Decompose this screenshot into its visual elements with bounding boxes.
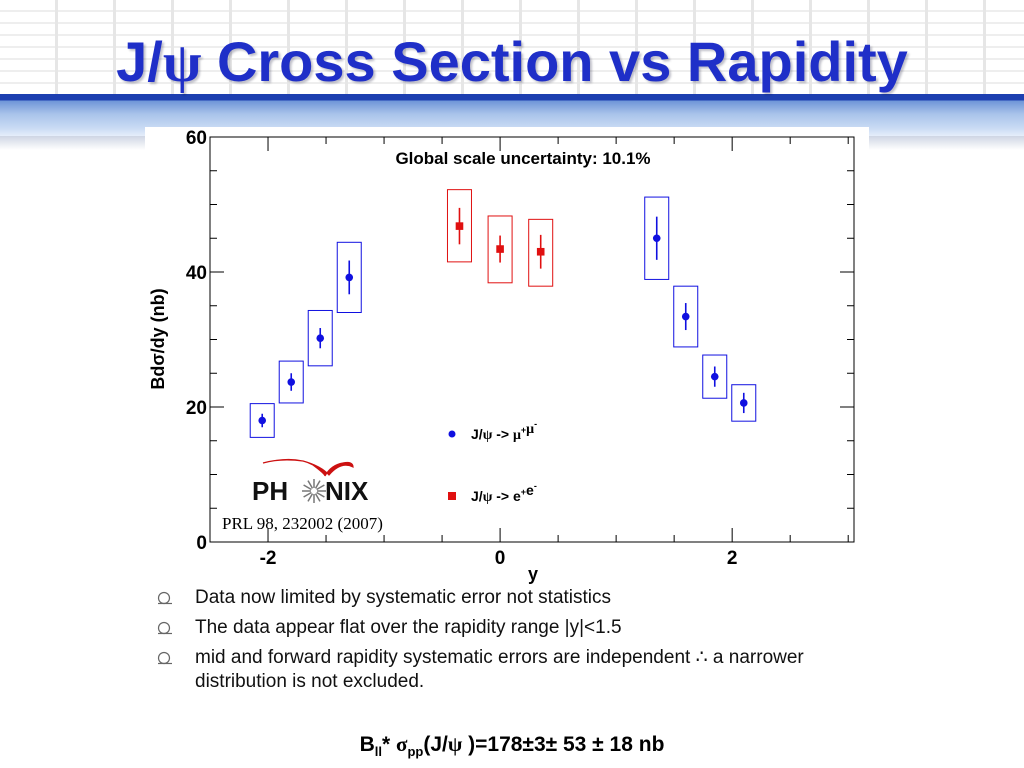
title-psi-symbol: ψ	[162, 32, 202, 94]
systematic-error-box	[487, 215, 513, 284]
legend-label-part: e	[513, 488, 521, 504]
phenix-star-ray	[303, 484, 312, 491]
bullet-item-1: Data now limited by systematic error not…	[155, 586, 855, 610]
data-point-muon	[258, 416, 267, 425]
legend-label-part: J/	[471, 488, 483, 504]
x-tick-label: 0	[495, 548, 506, 569]
systematic-error-box	[278, 360, 304, 404]
data-point-muon	[345, 273, 354, 282]
legend-label-part: μ	[513, 428, 521, 443]
bullet-item-3: mid and forward rapidity systematic erro…	[155, 646, 855, 694]
data-point-muon	[681, 312, 690, 321]
phenix-star-ray	[314, 480, 321, 489]
bullet-item-2: The data appear flat over the rapidity r…	[155, 616, 855, 640]
legend-label-part: ψ	[483, 428, 493, 443]
bullet-text-1: Data now limited by systematic error not…	[195, 587, 612, 608]
formula-sigma-sub: pp	[407, 744, 424, 759]
y-tick-label: 20	[186, 398, 207, 419]
bullet-text-2: The data appear flat over the rapidity r…	[195, 617, 622, 638]
legend-label-part: ->	[492, 488, 513, 504]
phenix-star-ray	[307, 480, 314, 489]
bullet-list: Data now limited by systematic error not…	[155, 586, 855, 700]
data-point-electron	[496, 245, 504, 253]
systematic-error-box	[528, 218, 554, 287]
data-point-muon	[739, 399, 748, 407]
phenix-logo: PH NIX	[252, 458, 369, 506]
data-point-electron	[536, 247, 545, 256]
data-point-muon	[652, 234, 661, 243]
formula-psi: ψ	[447, 732, 463, 756]
legend-label-part: e	[526, 482, 534, 498]
phenix-star-ray	[303, 491, 312, 498]
formula-sigma: σ	[396, 732, 408, 756]
phenix-logo-text-right: NIX	[325, 476, 369, 506]
phenix-star-ray	[316, 491, 325, 498]
chart-svg: 0 20 40 60 -2 0 2 y Bdσ/dy (nb) Global scale unce…	[148, 128, 855, 584]
legend-label-part: ψ	[483, 490, 493, 505]
data-point-muon	[710, 372, 719, 381]
legend-label-part: μ	[526, 422, 534, 437]
legend-marker-muon	[448, 430, 456, 438]
formula-b-sub: ll	[374, 744, 382, 759]
cross-section-formula: Bll* σpp(J/ψ )=178±3± 53 ± 18 nb	[0, 732, 1024, 759]
systematic-error-box	[673, 285, 699, 348]
phenix-star-ray	[314, 493, 321, 502]
legend-label: J/ψ -> μ+μ-	[471, 419, 537, 443]
systematic-error-box	[446, 189, 472, 263]
reference-text: PRL 98, 232002 (2007)	[222, 514, 383, 533]
legend-label: J/ψ -> e+e-	[471, 481, 537, 505]
formula-star: *	[381, 733, 396, 756]
slide-title: J/ψ Cross Section vs Rapidity	[0, 32, 1024, 94]
data-point-muon	[287, 378, 296, 386]
phenix-wing	[262, 458, 354, 477]
systematic-error-box	[731, 384, 757, 422]
phenix-star-ray	[316, 484, 325, 491]
phenix-star-ray	[307, 493, 314, 502]
data-point-electron	[455, 222, 464, 230]
systematic-error-box	[702, 354, 728, 399]
x-tick-label: -2	[260, 548, 277, 569]
y-axis-label: Bdσ/dy (nb)	[148, 288, 168, 389]
legend-label-part: -	[534, 419, 537, 429]
y-tick-label: 0	[196, 533, 207, 554]
legend-marker-electron	[448, 492, 456, 500]
systematic-error-box	[249, 403, 275, 438]
legend-label-part: J/	[471, 426, 483, 442]
data-point-muon	[316, 334, 325, 342]
legend-label-part: ->	[492, 426, 513, 442]
title-suffix: Cross Section vs Rapidity	[201, 30, 908, 93]
bullet-text-3: mid and forward rapidity systematic erro…	[195, 647, 804, 692]
phenix-star	[302, 479, 326, 503]
bullet-circle-icon	[157, 621, 172, 635]
legend-label-part: +	[521, 425, 526, 435]
chart-area: 0 20 40 60 -2 0 2 y Bdσ/dy (nb) Global scale unce…	[145, 127, 869, 587]
bullet-circle-icon	[157, 651, 172, 665]
systematic-error-box	[644, 196, 670, 280]
legend-label-part: +	[521, 487, 526, 497]
y-tick-label: 60	[186, 128, 207, 149]
title-prefix: J/	[116, 30, 163, 93]
y-tick-label: 40	[186, 263, 207, 284]
systematic-error-box	[336, 241, 362, 313]
systematic-error-box	[307, 309, 333, 367]
global-uncertainty-annotation: Global scale uncertainty: 10.1%	[395, 149, 650, 168]
x-tick-label: 2	[727, 548, 738, 569]
x-axis-label: y	[528, 564, 538, 584]
formula-b: B	[359, 733, 375, 756]
legend-label-part: -	[534, 481, 537, 491]
formula-result: )=178±3± 53 ± 18 nb	[462, 733, 665, 756]
phenix-logo-text-left: PH	[252, 476, 288, 506]
formula-paren: (J/	[423, 733, 448, 756]
bullet-circle-icon	[157, 591, 172, 605]
